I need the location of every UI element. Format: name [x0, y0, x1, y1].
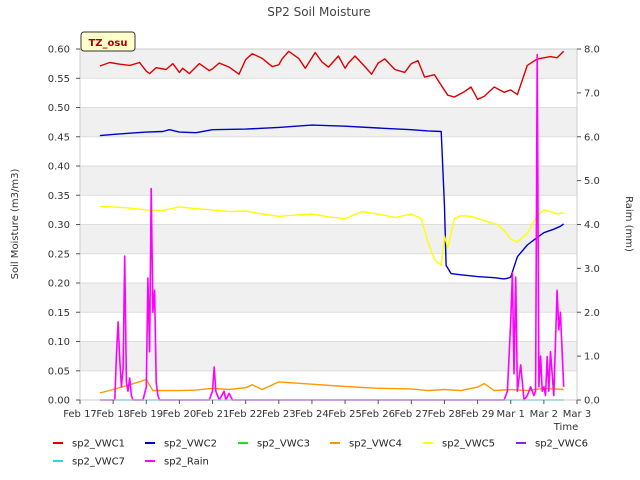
y2-tick-label: 7.0 [584, 88, 600, 99]
legend-label: sp2_VWC1 [72, 439, 125, 450]
x-tick-label: Mar 1 [497, 409, 525, 420]
x-tick-label: Feb 21 [196, 409, 230, 420]
y2-tick-label: 3.0 [584, 264, 600, 275]
x-axis-label: Time [553, 422, 578, 433]
y-tick-label: 0.60 [48, 45, 70, 56]
legend-item-sp2-vwc5: sp2_VWC5 [423, 439, 495, 450]
legend-item-sp2-vwc6: sp2_VWC6 [516, 439, 588, 450]
y-tick-label: 0.35 [48, 191, 70, 202]
y2-tick-label: 1.0 [584, 352, 600, 363]
x-tick-label: Feb 20 [163, 409, 197, 420]
x-tick-label: Feb 27 [395, 409, 429, 420]
x-tick-label: Mar 3 [563, 409, 591, 420]
legend-label: sp2_VWC7 [72, 457, 125, 468]
legend-label: sp2_VWC4 [349, 439, 402, 450]
plot-band [80, 312, 577, 342]
y-tick-label: 0.45 [48, 132, 70, 143]
x-axis-ticks: Feb 17 Feb 18 Feb 19 Feb 20 Feb 21 Feb 22 Feb … [63, 400, 591, 420]
y-tick-label: 0.30 [48, 220, 70, 231]
x-tick-label: Feb 24 [295, 409, 329, 420]
y-tick-label: 0.05 [48, 366, 70, 377]
x-tick-label: Feb 17 [63, 409, 97, 420]
y2-axis-ticks: 0.0 1.0 2.0 3.0 4.0 5.0 6.0 7.0 8.0 [577, 45, 600, 407]
site-badge-text: TZ_osu [88, 38, 127, 49]
plot-band [80, 78, 577, 108]
plot-band [80, 166, 577, 196]
y2-tick-label: 2.0 [584, 308, 600, 319]
y-tick-label: 0.25 [48, 249, 70, 260]
series-line-sp2-rain [99, 53, 565, 401]
series-line-sp2-vwc5 [99, 205, 564, 267]
y-axis-label: Soil Moisture (m3/m3) [10, 169, 21, 280]
x-tick-label: Feb 25 [328, 409, 362, 420]
legend-item-sp2-vwc7: sp2_VWC7 [53, 457, 125, 468]
legend-item-sp2-vwc2: sp2_VWC2 [145, 439, 217, 450]
x-tick-label: Feb 28 [428, 409, 462, 420]
legend-item-sp2-vwc3: sp2_VWC3 [238, 439, 310, 450]
y-tick-label: 0.40 [48, 162, 70, 173]
x-tick-label: Mar 2 [530, 409, 558, 420]
legend-label: sp2_VWC3 [257, 439, 310, 450]
y2-tick-label: 6.0 [584, 132, 600, 143]
plot-band [80, 49, 577, 79]
plot-band [80, 224, 577, 254]
plot-band [80, 283, 577, 313]
x-tick-label: Feb 19 [129, 409, 163, 420]
series-line-sp2-vwc2 [99, 124, 565, 280]
y-tick-label: 0.10 [48, 337, 70, 348]
x-tick-label: Feb 18 [96, 409, 130, 420]
y2-axis-label: Raim (mm) [623, 196, 634, 252]
legend-label: sp2_VWC2 [164, 439, 217, 450]
x-tick-label: Feb 26 [361, 409, 395, 420]
plot-background-bands [80, 49, 577, 400]
chart-title: SP2 Soil Moisture [267, 5, 370, 19]
site-badge-box [80, 31, 136, 52]
y2-tick-label: 4.0 [584, 220, 600, 231]
x-tick-label: Feb 22 [229, 409, 263, 420]
x-tick-label: Feb 23 [262, 409, 296, 420]
x-tick-label: Feb 29 [461, 409, 495, 420]
y-tick-label: 0.55 [48, 74, 70, 85]
legend-label: sp2_Rain [164, 457, 209, 468]
legend-label: sp2_VWC6 [535, 439, 588, 450]
y-tick-label: 0.00 [48, 396, 70, 407]
legend-label: sp2_VWC5 [442, 439, 495, 450]
y2-tick-label: 8.0 [584, 45, 600, 56]
y2-tick-label: 5.0 [584, 176, 600, 187]
plot-band [80, 136, 577, 166]
y-tick-label: 0.20 [48, 279, 70, 290]
legend-item-sp2-vwc4: sp2_VWC4 [330, 439, 402, 450]
y-axis-ticks: 0.00 0.05 0.10 0.15 0.20 0.25 0.30 0.35 0.40 0.45… [48, 45, 80, 407]
legend-item-sp2-vwc1: sp2_VWC1 [53, 439, 125, 450]
site-badge: TZ_osu [80, 31, 136, 52]
legend: sp2_VWC1 sp2_VWC2 sp2_VWC3 sp2_VWC4 sp2_VWC5… [53, 439, 588, 468]
y-tick-label: 0.50 [48, 103, 70, 114]
plot-band [80, 341, 577, 371]
y-tick-label: 0.15 [48, 308, 70, 319]
y2-tick-label: 0.0 [584, 396, 600, 407]
series-line-sp2-vwc1 [99, 50, 565, 101]
legend-item-sp2-rain: sp2_Rain [145, 457, 209, 468]
